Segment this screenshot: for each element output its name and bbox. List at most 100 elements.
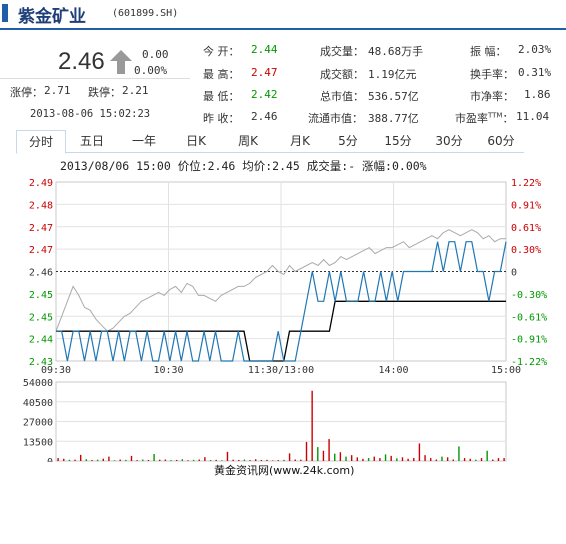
volume-bar <box>226 451 229 461</box>
current-price: 2.46 <box>58 48 105 75</box>
tab-60min[interactable]: 60分 <box>487 134 515 148</box>
pe-label-colon: ： <box>502 112 514 125</box>
price-tick-label: 2.44 <box>29 335 53 346</box>
reference-line <box>55 229 506 332</box>
volume-bar <box>283 459 285 461</box>
pct-tick-label: -0.30% <box>511 290 547 301</box>
volume-bar <box>424 455 426 461</box>
volume-bar <box>215 459 217 461</box>
volume-bar <box>475 459 477 461</box>
price-tick-label: 2.45 <box>29 290 53 301</box>
volume-tick-label: 40500 <box>23 398 53 409</box>
float-mktcap-label: 流通市值： <box>308 112 363 125</box>
time-tick-label: 10:30 <box>153 365 183 376</box>
high-value: 2.47 <box>251 66 278 79</box>
mktcap-value: 536.57亿 <box>368 90 419 103</box>
volume-bar <box>305 441 308 461</box>
stock-name: 紫金矿业 <box>18 7 86 27</box>
tab-15min[interactable]: 15分 <box>384 134 412 148</box>
volume-bar <box>492 459 494 461</box>
pct-tick-label: 0.91% <box>511 200 541 211</box>
tab-5min[interactable]: 5分 <box>338 134 358 148</box>
arrow-up-icon <box>110 50 132 74</box>
volume-bar <box>446 457 449 461</box>
volume-bar <box>153 453 155 461</box>
volume-bar <box>373 456 375 461</box>
pb-label: 市净率： <box>470 90 514 103</box>
pe-value: 11.04 <box>516 110 550 123</box>
low-label: 最 低： <box>203 90 240 103</box>
volume-bar <box>328 439 330 461</box>
volume-bar <box>164 459 167 461</box>
volume-bar <box>108 456 110 461</box>
tab-daily-k[interactable]: 日K <box>186 134 206 148</box>
price-tick-label: 2.48 <box>29 200 53 211</box>
tab-one-year[interactable]: 一年 <box>131 134 156 148</box>
amount-label: 成交额： <box>320 68 364 81</box>
volume-bar <box>159 459 161 461</box>
period-tabs: 分时 五日 一年 日K 周K 月K 5分 15分 30分 60分 <box>16 130 524 154</box>
volume-bar <box>74 459 76 461</box>
volume-bar <box>379 458 381 461</box>
volume-bar <box>113 460 116 461</box>
volume-bar <box>367 458 370 461</box>
volume-bar <box>334 453 336 461</box>
pct-tick-label: 0.61% <box>511 223 541 234</box>
turnover-label: 换手率： <box>470 68 514 81</box>
volume-bar <box>181 459 184 461</box>
volume-bar <box>125 459 127 461</box>
volume-bar <box>260 459 263 461</box>
tab-intraday[interactable]: 分时 <box>16 130 66 154</box>
volume-bar <box>232 459 234 461</box>
volume-bar <box>221 460 223 461</box>
volume-bar <box>130 455 133 461</box>
volume-bar <box>390 455 392 461</box>
volume-label: 成交量： <box>320 45 364 58</box>
volume-bar <box>384 454 387 461</box>
tab-monthly-k[interactable]: 月K <box>290 134 310 148</box>
title-marker <box>2 4 8 22</box>
limit-up-label: 涨停： <box>10 86 43 99</box>
volume-bar <box>463 458 466 461</box>
prev-close-value: 2.46 <box>251 110 278 123</box>
volume-bar <box>266 459 268 461</box>
time-tick-label: 09:30 <box>41 365 71 376</box>
volume-tick-label: 27000 <box>23 418 53 429</box>
volume-bar <box>413 458 415 461</box>
quote-datetime: 2013-08-06 15:02:23 <box>30 108 151 120</box>
pb-value: 1.86 <box>524 88 551 101</box>
footer-source: 黄金资讯网(www.24k.com) <box>214 464 355 477</box>
volume-bar <box>243 459 246 461</box>
volume-bar <box>142 459 144 461</box>
volume-bar <box>497 458 500 461</box>
price-panel: 2.49 1.22% 2.48 0.91% 2.47 0.61% 2.47 0.30% 2.46… <box>29 178 547 376</box>
volume-bar <box>300 459 302 461</box>
volume-bar <box>57 458 59 461</box>
volume-bar <box>192 459 195 461</box>
pe-label: 市盈率TTM： <box>455 110 513 126</box>
volume-bar <box>311 390 313 461</box>
volume-bar <box>317 447 319 461</box>
volume-bar <box>91 459 93 461</box>
price-tick-label: 2.46 <box>29 268 53 279</box>
volume-bar <box>79 454 82 461</box>
tab-30min[interactable]: 30分 <box>435 134 463 148</box>
volume-bar <box>170 460 172 461</box>
tab-five-day[interactable]: 五日 <box>79 134 104 148</box>
price-tick-label: 2.47 <box>29 223 53 234</box>
volume-bar <box>407 458 409 461</box>
tab-weekly-k[interactable]: 周K <box>238 134 258 148</box>
volume-bar <box>345 456 347 461</box>
limit-up-value: 2.71 <box>44 84 71 97</box>
volume-bar <box>503 458 505 461</box>
volume-bar <box>452 459 454 461</box>
volume-bar <box>271 460 274 461</box>
volume-tick-label: 13500 <box>23 437 53 448</box>
volume-bar <box>396 458 398 461</box>
volume-bar <box>480 458 483 461</box>
volume-bar <box>119 459 121 461</box>
intraday-chart: 2.49 1.22% 2.48 0.91% 2.47 0.61% 2.47 0.30% 2.46… <box>23 178 547 462</box>
volume-bar <box>350 455 353 461</box>
pct-tick-label: 1.22% <box>511 178 541 189</box>
float-mktcap-value: 388.77亿 <box>368 112 419 125</box>
